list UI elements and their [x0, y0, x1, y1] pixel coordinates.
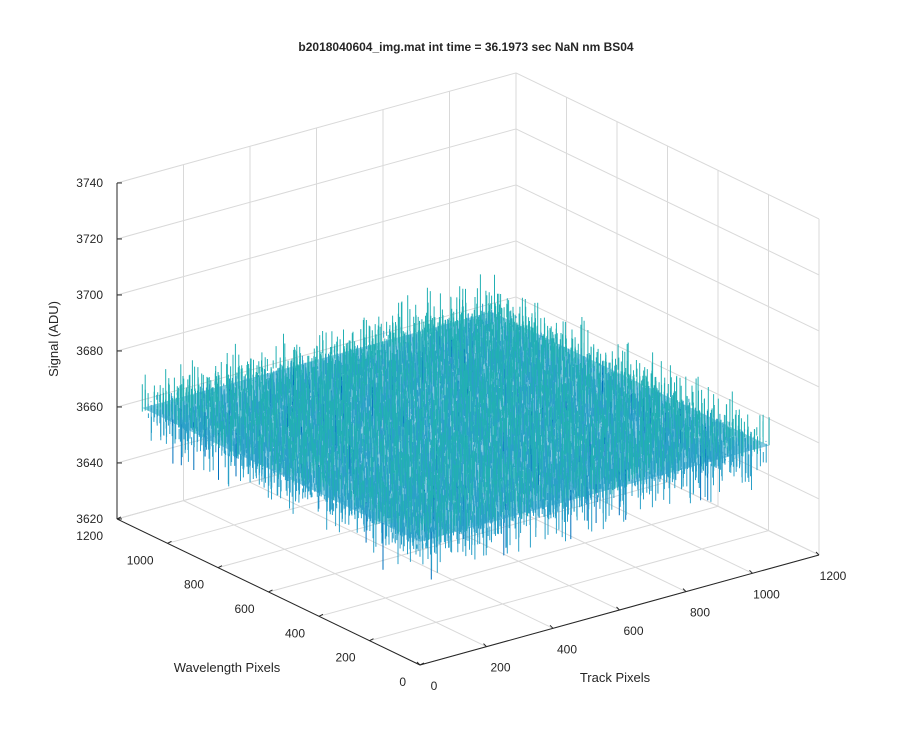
y-tick-mark: [167, 540, 172, 544]
x-tick-label: 0: [431, 679, 438, 693]
x-tick-mark: [483, 643, 487, 648]
z-axis-label: Signal (ADU): [46, 301, 61, 377]
x-tick-mark: [815, 551, 820, 556]
y-tick-label: 0: [399, 675, 406, 689]
wall-grid-line: [116, 72, 517, 184]
x-tick-label: 1000: [753, 587, 780, 601]
floor-grid-line: [369, 530, 769, 642]
x-tick-label: 200: [490, 661, 510, 675]
surface-plot: [141, 274, 770, 580]
x-tick-mark: [416, 661, 421, 666]
x-tick-mark: [616, 606, 620, 611]
surface-row: [419, 443, 767, 570]
y-tick-label: 1000: [127, 553, 154, 567]
wall-grid-line: [515, 72, 820, 220]
wall-grid-line: [515, 128, 820, 276]
axes: [116, 182, 820, 666]
z-tick-label: 3720: [76, 232, 103, 246]
x-axis-label: Track Pixels: [580, 670, 651, 685]
wall-grid-line: [116, 184, 517, 296]
z-tick-label: 3660: [76, 400, 103, 414]
chart-title: b2018040604_img.mat int time = 36.1973 s…: [298, 40, 634, 54]
y-tick-mark: [419, 662, 425, 666]
wall-grid-line: [515, 184, 820, 332]
wall-grid-line: [116, 128, 517, 240]
x-tick-mark: [749, 569, 753, 574]
x-tick-label: 600: [623, 624, 643, 638]
x-tick-label: 400: [557, 642, 577, 656]
y-tick-mark: [217, 565, 223, 569]
wall-grid-line: [515, 240, 820, 388]
y-tick-label: 1200: [76, 529, 103, 543]
y-tick-label: 400: [285, 626, 305, 640]
x-tick-label: 800: [690, 606, 710, 620]
wall-grid-line: [116, 240, 517, 352]
y-tick-mark: [318, 613, 324, 617]
x-tick-mark: [682, 588, 687, 592]
y-tick-label: 600: [234, 602, 254, 616]
x-tick-mark: [549, 624, 554, 629]
y-tick-mark: [268, 589, 273, 593]
z-tick-label: 3680: [76, 344, 103, 358]
z-tick-label: 3640: [76, 456, 103, 470]
tick-labels: 0 200 400 600 800 1000 1200 0 200 400 600 800 1000 12…: [76, 176, 846, 693]
z-tick-label: 3620: [76, 512, 103, 526]
y-axis-label: Wavelength Pixels: [174, 660, 281, 675]
z-tick-label: 3740: [76, 176, 103, 190]
y-tick-mark: [369, 638, 374, 642]
wall-grid-line: [515, 296, 820, 444]
surface-row: [428, 417, 770, 542]
x-tick-label: 1200: [820, 569, 847, 583]
z-tick-label: 3700: [76, 288, 103, 302]
y-tick-label: 800: [184, 578, 204, 592]
y-tick-label: 200: [335, 651, 355, 665]
floor-grid-line: [318, 505, 719, 617]
